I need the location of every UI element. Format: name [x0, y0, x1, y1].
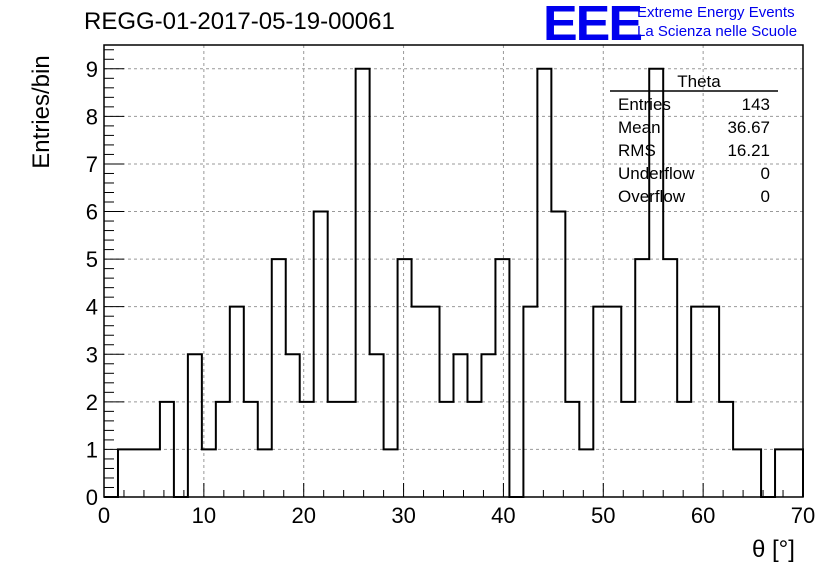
- histogram-bin: [635, 259, 649, 497]
- stats-title: Theta: [677, 72, 721, 91]
- histogram-bin: [300, 402, 314, 497]
- histogram-bin: [467, 402, 481, 497]
- histogram-bin: [258, 449, 272, 497]
- x-tick-label: 30: [391, 503, 415, 528]
- x-tick-label: 20: [291, 503, 315, 528]
- x-tick-label: 10: [192, 503, 216, 528]
- histogram-bin: [454, 354, 468, 497]
- y-tick-label: 2: [86, 390, 98, 415]
- histogram-bin: [551, 212, 565, 497]
- histogram-bin: [593, 307, 607, 497]
- y-tick-label: 5: [86, 247, 98, 272]
- stats-label: Entries: [618, 95, 671, 114]
- stats-value: 16.21: [727, 141, 770, 160]
- stats-box: Theta Entries 143 Mean 36.67 RMS 16.21 Underflo…: [610, 72, 778, 206]
- histogram-bin: [733, 449, 747, 497]
- y-tick-label: 9: [86, 57, 98, 82]
- histogram-outline: [104, 67, 804, 498]
- histogram-bin: [481, 354, 495, 497]
- stats-label: Underflow: [618, 164, 695, 183]
- histogram-bin: [495, 259, 509, 497]
- y-tick-label: 1: [86, 437, 98, 462]
- histogram-bin: [789, 449, 803, 497]
- x-tick-label: 70: [791, 503, 815, 528]
- histogram-bin: [118, 449, 132, 497]
- logo-line-1: Extreme Energy Events: [637, 4, 795, 21]
- plot-border: [103, 44, 804, 498]
- histogram-bin: [747, 449, 761, 497]
- x-tick-label: 40: [491, 503, 515, 528]
- stats-value: 0: [761, 164, 770, 183]
- stats-value: 143: [742, 95, 770, 114]
- stats-value: 36.67: [727, 118, 770, 137]
- x-axis-label: θ [°]: [752, 536, 795, 563]
- histogram-bin: [356, 69, 370, 497]
- histogram-bin: [146, 449, 160, 497]
- histogram-bin: [188, 354, 202, 497]
- histogram-bins: [104, 67, 804, 498]
- histogram-bin: [132, 449, 146, 497]
- histogram-bin: [775, 449, 789, 497]
- axis-ticks: 0 10 20 30 40 50 60 70 0 1 2 3 4 5 6 7 8 9: [86, 49, 815, 528]
- stats-label: RMS: [618, 141, 656, 160]
- eee-logo: EEE: [543, 0, 643, 52]
- histogram-bin: [216, 402, 230, 497]
- histogram-bin: [426, 307, 440, 497]
- histogram-bin: [579, 449, 593, 497]
- histogram-bin: [384, 449, 398, 497]
- y-tick-label: 6: [86, 200, 98, 225]
- histogram-bin: [537, 69, 551, 497]
- x-tick-label: 50: [591, 503, 615, 528]
- y-tick-label: 0: [86, 485, 98, 510]
- eee-logo-text: Extreme Energy Events La Scienza nelle S…: [637, 3, 797, 41]
- chart-title: REGG-01-2017-05-19-00061: [84, 8, 395, 35]
- plot-frame: [103, 44, 804, 498]
- histogram-bin: [663, 259, 677, 497]
- histogram-bin: [272, 259, 286, 497]
- x-tick-label: 60: [691, 503, 715, 528]
- grid-lines: [104, 45, 803, 497]
- histogram-bin: [719, 402, 733, 497]
- logo-line-2: La Scienza nelle Scuole: [637, 23, 798, 40]
- y-tick-label: 7: [86, 152, 98, 177]
- histogram-bin: [286, 354, 300, 497]
- y-tick-label: 4: [86, 295, 98, 320]
- histogram-bin: [342, 402, 356, 497]
- stats-label: Overflow: [618, 187, 686, 206]
- histogram-bin: [398, 259, 412, 497]
- histogram-bin: [677, 402, 691, 497]
- stats-label: Mean: [618, 118, 661, 137]
- stats-value: 0: [761, 187, 770, 206]
- x-tick-label: 0: [98, 503, 110, 528]
- histogram-bin: [370, 354, 384, 497]
- y-tick-label: 3: [86, 342, 98, 367]
- y-tick-label: 8: [86, 104, 98, 129]
